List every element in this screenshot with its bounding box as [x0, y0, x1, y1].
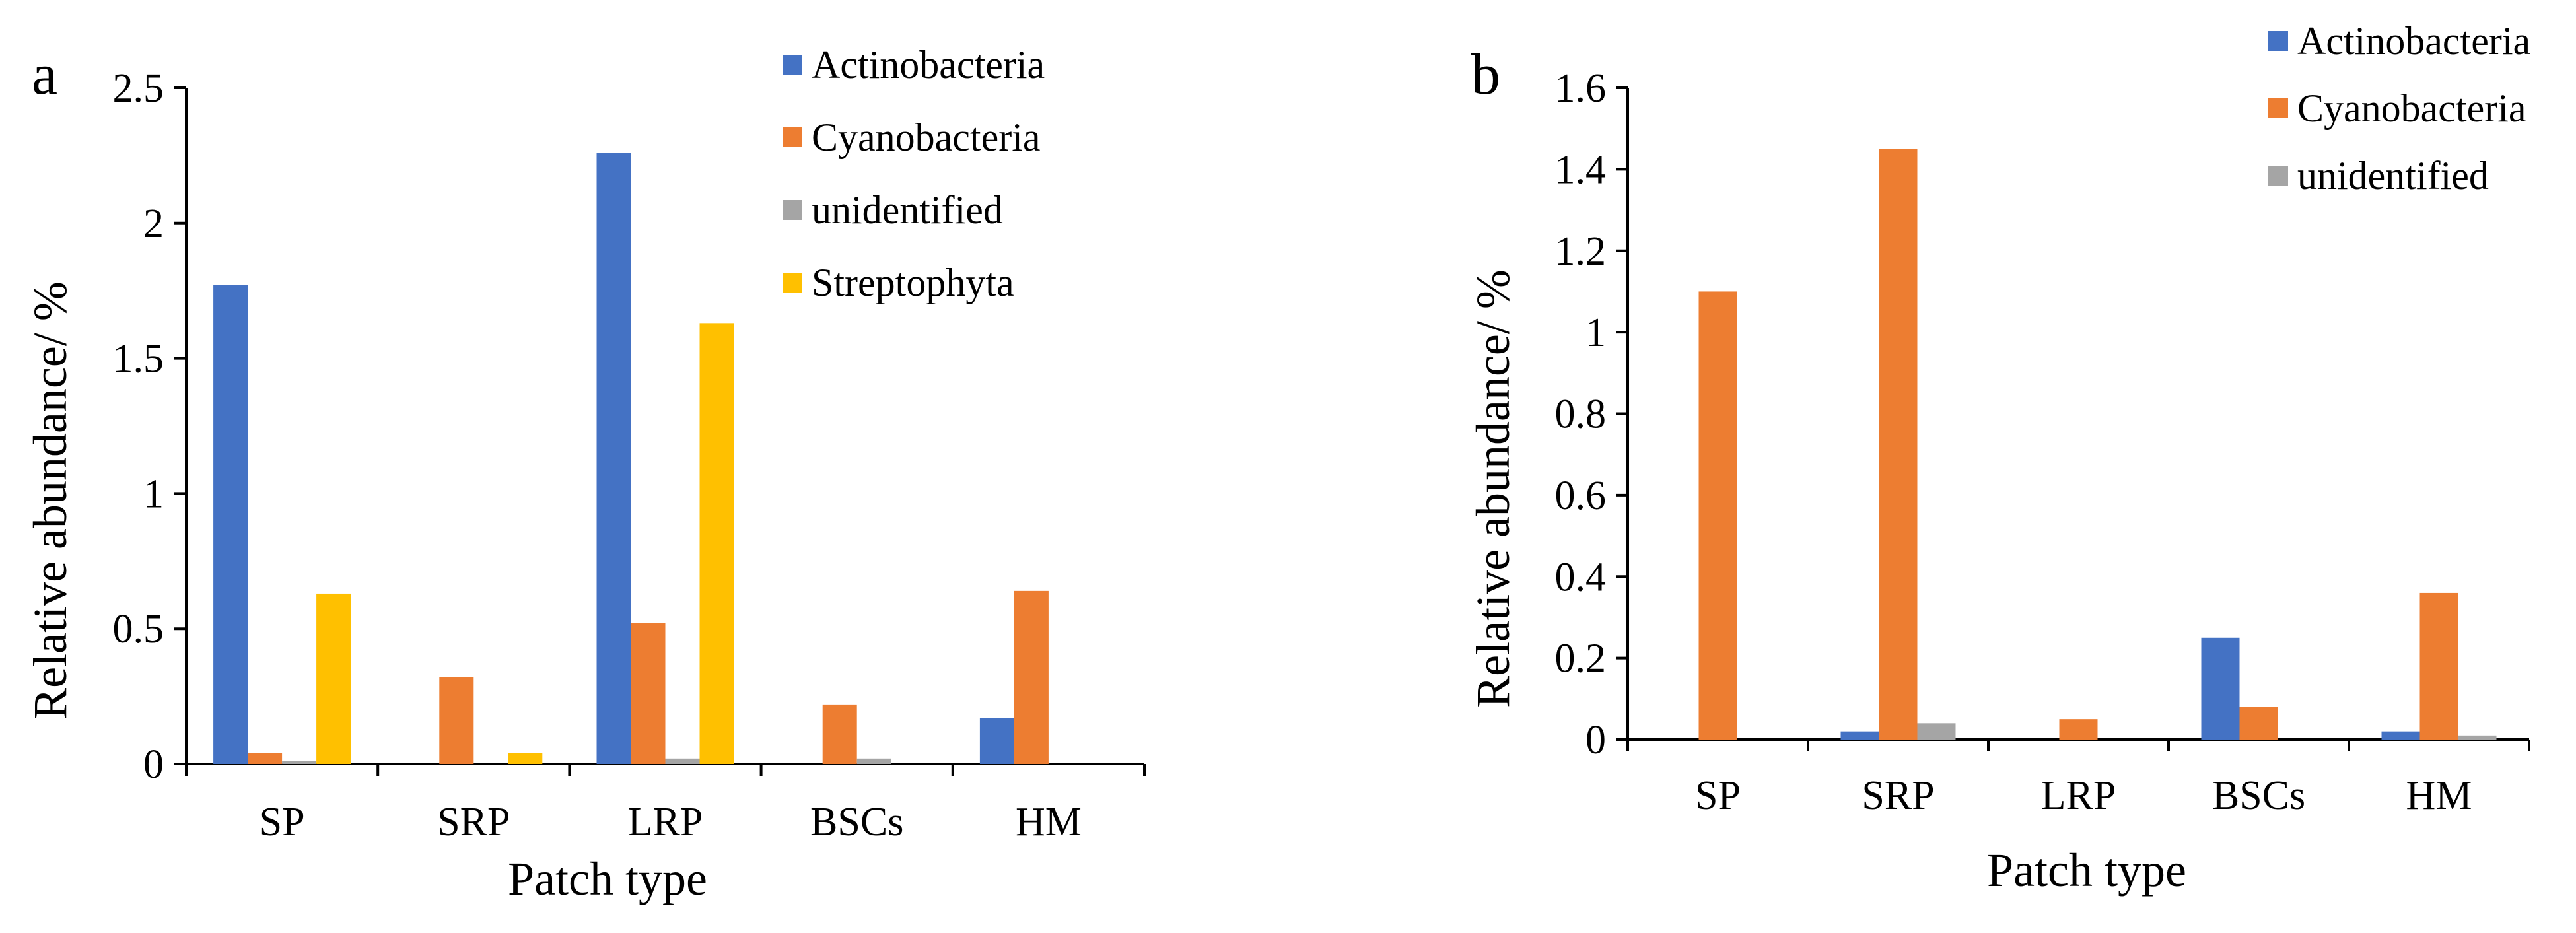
category-label-srp: SRP — [1862, 773, 1934, 818]
panel-b-letter: b — [1471, 43, 1500, 107]
bar-unidentified-hm — [2458, 735, 2497, 740]
bar-cyanobacteria-sp — [1698, 291, 1737, 740]
bar-cyanobacteria-bscs — [822, 704, 857, 764]
y-tick-label: 1 — [143, 471, 164, 516]
y-tick-label: 0.2 — [1555, 637, 1607, 681]
panel-b-chart: b Relative abundance/ % Patch type 00.20… — [1467, 19, 2530, 897]
legend-swatch-unidentified — [783, 200, 802, 220]
bar-cyanobacteria-srp — [1879, 149, 1918, 740]
y-tick-label: 1.4 — [1555, 147, 1607, 192]
bar-unidentified-sp — [282, 761, 317, 764]
bar-streptophyta-srp — [508, 753, 543, 764]
legend-label-actinobacteria: Actinobacteria — [812, 43, 1045, 86]
bar-actinobacteria-srp — [1840, 731, 1879, 740]
bar-actinobacteria-sp — [213, 285, 248, 764]
panel-b-bars — [1698, 149, 2497, 740]
category-label-hm: HM — [2406, 773, 2472, 818]
bar-cyanobacteria-bscs — [2239, 707, 2278, 740]
panel-a-x-axis-title: Patch type — [508, 852, 707, 905]
legend-swatch-actinobacteria — [783, 55, 802, 75]
bar-unidentified-srp — [1917, 723, 1956, 740]
bar-cyanobacteria-srp — [439, 677, 474, 764]
category-label-lrp: LRP — [2041, 773, 2116, 818]
legend-label-streptophyta: Streptophyta — [812, 261, 1014, 304]
category-label-lrp: LRP — [628, 800, 703, 845]
y-tick-label: 0.5 — [113, 607, 164, 652]
panel-a-chart: a Relative abundance/ % Patch type 0 0.5 1… — [24, 43, 1146, 905]
legend-label-cyanobacteria: Cyanobacteria — [2297, 86, 2526, 130]
bar-actinobacteria-hm — [979, 718, 1014, 764]
y-tick-label: 1 — [1585, 310, 1606, 355]
legend-swatch-actinobacteria — [2268, 31, 2288, 51]
bar-cyanobacteria-hm — [2419, 592, 2458, 740]
legend-label-unidentified: unidentified — [812, 188, 1003, 232]
panel-a-legend: Actinobacteria Cyanobacteria unidentified S… — [783, 43, 1045, 304]
legend-swatch-streptophyta — [783, 273, 802, 293]
bar-actinobacteria-hm — [2381, 731, 2420, 740]
category-label-bscs: BSCs — [810, 800, 903, 845]
bar-cyanobacteria-sp — [248, 753, 283, 764]
panel-b-x-axis-title: Patch type — [1987, 844, 2186, 897]
panel-b-category-labels: SP SRP LRP BSCs HM — [1695, 773, 2472, 818]
bar-unidentified-bscs — [856, 758, 891, 764]
panel-b-legend: Actinobacteria Cyanobacteria unidentified — [2268, 19, 2530, 197]
bar-actinobacteria-bscs — [2201, 637, 2240, 740]
category-label-sp: SP — [1695, 773, 1741, 818]
panel-a-letter: a — [32, 43, 57, 107]
panel-a-category-labels: SP SRP LRP BSCs HM — [260, 800, 1082, 845]
panel-a-y-ticks: 0 0.5 1 1.5 2 2.5 — [113, 66, 186, 787]
legend-label-unidentified: unidentified — [2297, 154, 2489, 197]
y-tick-label: 1.2 — [1555, 229, 1607, 274]
panel-b-y-ticks: 0 0.2 0.4 0.6 0.8 1 1.2 1.4 1.6 — [1555, 66, 1628, 763]
legend-swatch-cyanobacteria — [2268, 98, 2288, 118]
legend-label-cyanobacteria: Cyanobacteria — [812, 116, 1041, 159]
y-tick-label: 2.5 — [113, 66, 164, 111]
panel-b-y-axis-title: Relative abundance/ % — [1467, 269, 1519, 708]
y-tick-label: 0.4 — [1555, 555, 1607, 600]
panel-a-bars — [213, 153, 1049, 764]
bar-cyanobacteria-lrp — [2059, 719, 2098, 740]
y-tick-label: 2 — [143, 201, 164, 246]
category-label-hm: HM — [1016, 800, 1082, 845]
legend-swatch-cyanobacteria — [783, 127, 802, 147]
legend-swatch-unidentified — [2268, 166, 2288, 186]
category-label-sp: SP — [260, 800, 305, 845]
category-label-bscs: BSCs — [2212, 773, 2305, 818]
y-tick-label: 1.5 — [113, 337, 164, 382]
bar-unidentified-lrp — [665, 758, 700, 764]
y-tick-label: 0 — [1585, 718, 1606, 763]
bar-actinobacteria-lrp — [596, 153, 631, 764]
y-tick-label: 0.6 — [1555, 473, 1607, 518]
y-tick-label: 1.6 — [1555, 66, 1607, 111]
bar-cyanobacteria-hm — [1014, 590, 1049, 764]
legend-label-actinobacteria: Actinobacteria — [2297, 19, 2530, 63]
bar-streptophyta-lrp — [699, 323, 734, 764]
y-tick-label: 0 — [143, 742, 164, 787]
bar-cyanobacteria-lrp — [631, 623, 666, 764]
panel-a-y-axis-title: Relative abundance/ % — [24, 281, 77, 720]
category-label-srp: SRP — [437, 800, 510, 845]
y-tick-label: 0.8 — [1555, 392, 1607, 437]
bar-streptophyta-sp — [316, 593, 351, 764]
